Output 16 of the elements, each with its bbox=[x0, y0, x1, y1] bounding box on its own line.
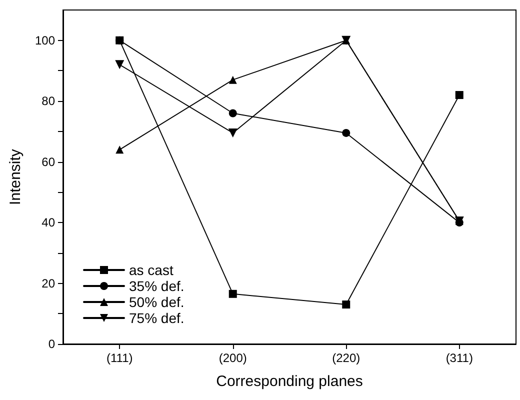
legend-label: as cast bbox=[129, 262, 174, 278]
x-axis-title: Corresponding planes bbox=[216, 373, 363, 390]
x-tick-label: (111) bbox=[106, 351, 133, 365]
x-tick-label: (311) bbox=[446, 351, 473, 365]
x-tick-label: (220) bbox=[332, 351, 360, 365]
y-tick-label: 60 bbox=[42, 154, 56, 169]
y-axis-title: Intensity bbox=[7, 148, 24, 205]
legend-label: 35% def. bbox=[129, 278, 184, 294]
y-tick-label: 80 bbox=[42, 94, 56, 108]
y-tick-label: 100 bbox=[34, 33, 56, 48]
legend-label: 50% def. bbox=[129, 294, 184, 310]
legend-label: 75% def. bbox=[129, 310, 184, 326]
y-tick-label: 40 bbox=[42, 216, 56, 230]
y-tick-label: 0 bbox=[48, 337, 56, 351]
x-tick-label: (200) bbox=[218, 351, 247, 365]
y-tick-label: 20 bbox=[42, 276, 56, 290]
